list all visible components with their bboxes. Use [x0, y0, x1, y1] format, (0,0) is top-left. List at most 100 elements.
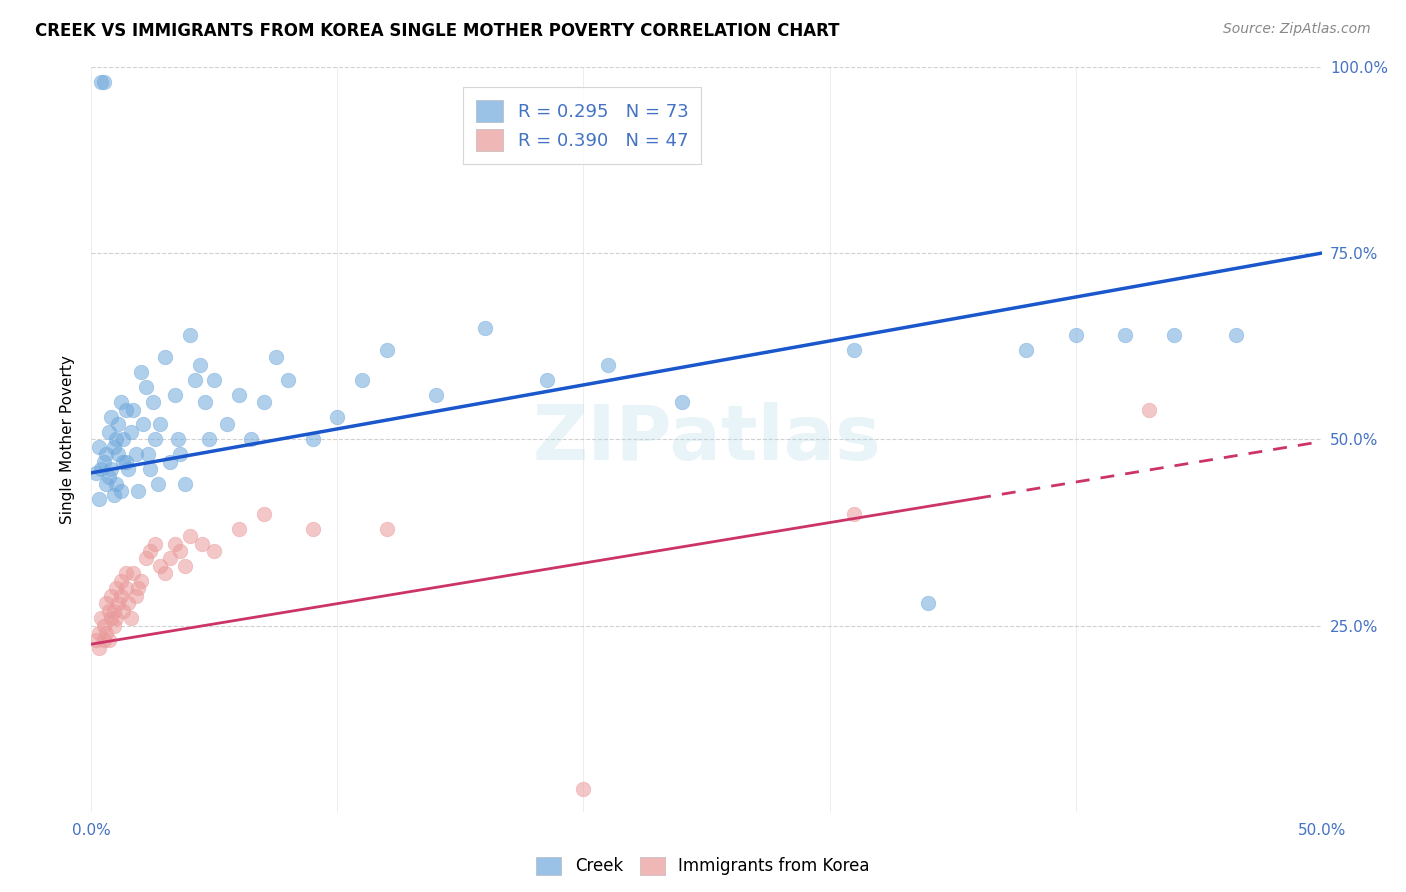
Point: [1225, 328, 1247, 343]
Point: [107, 417, 129, 432]
Point: [179, 328, 201, 343]
Point: [142, 395, 165, 409]
Point: [1139, 402, 1161, 417]
Point: [87, 491, 110, 506]
Point: [103, 618, 125, 632]
Legend: Creek, Immigrants from Korea: Creek, Immigrants from Korea: [530, 850, 876, 882]
Point: [120, 611, 142, 625]
Point: [536, 373, 558, 387]
Point: [198, 433, 221, 447]
Legend: R = 0.295   N = 73, R = 0.390   N = 47: R = 0.295 N = 73, R = 0.390 N = 47: [464, 87, 702, 163]
Point: [169, 544, 191, 558]
Point: [112, 433, 135, 447]
Point: [572, 782, 595, 797]
Point: [100, 611, 122, 625]
Point: [105, 611, 127, 625]
Point: [112, 455, 135, 469]
Point: [112, 604, 135, 618]
Point: [174, 477, 197, 491]
Point: [149, 558, 172, 573]
Point: [253, 507, 276, 521]
Point: [188, 358, 211, 372]
Point: [114, 566, 138, 581]
Point: [114, 402, 138, 417]
Point: [240, 433, 263, 447]
Point: [191, 536, 214, 550]
Point: [93, 455, 115, 469]
Point: [107, 596, 129, 610]
Point: [100, 462, 122, 476]
Point: [153, 566, 177, 581]
Point: [97, 469, 120, 483]
Point: [264, 351, 287, 365]
Point: [596, 358, 619, 372]
Point: [1114, 328, 1136, 343]
Point: [96, 447, 117, 461]
Point: [90, 611, 112, 625]
Point: [96, 477, 117, 491]
Point: [136, 447, 159, 461]
Point: [153, 351, 177, 365]
Point: [159, 455, 181, 469]
Point: [277, 373, 299, 387]
Point: [917, 596, 939, 610]
Point: [135, 551, 156, 566]
Point: [86, 633, 108, 648]
Point: [149, 417, 172, 432]
Point: [145, 433, 166, 447]
Point: [1163, 328, 1185, 343]
Point: [105, 582, 127, 596]
Point: [129, 365, 152, 379]
Point: [202, 373, 225, 387]
Point: [87, 626, 110, 640]
Point: [159, 551, 181, 566]
Point: [107, 447, 129, 461]
Point: [100, 409, 122, 424]
Point: [86, 466, 108, 480]
Point: [474, 320, 496, 334]
Point: [301, 522, 323, 536]
Point: [103, 604, 125, 618]
Point: [193, 395, 217, 409]
Point: [103, 488, 125, 502]
Point: [1064, 328, 1087, 343]
Point: [425, 387, 447, 401]
Point: [183, 373, 207, 387]
Point: [93, 633, 115, 648]
Point: [146, 477, 169, 491]
Point: [215, 417, 238, 432]
Point: [174, 558, 197, 573]
Point: [842, 343, 865, 357]
Point: [842, 507, 865, 521]
Point: [163, 536, 186, 550]
Point: [90, 75, 112, 89]
Point: [375, 343, 398, 357]
Point: [326, 409, 349, 424]
Point: [93, 75, 115, 89]
Point: [163, 387, 186, 401]
Point: [90, 462, 112, 476]
Point: [127, 582, 149, 596]
Point: [110, 484, 132, 499]
Point: [100, 589, 122, 603]
Point: [166, 433, 188, 447]
Point: [145, 536, 166, 550]
Point: [97, 425, 120, 439]
Point: [301, 433, 323, 447]
Point: [114, 582, 138, 596]
Point: [96, 626, 117, 640]
Point: [122, 402, 145, 417]
Point: [228, 387, 250, 401]
Point: [97, 633, 120, 648]
Point: [117, 596, 139, 610]
Point: [135, 380, 156, 394]
Point: [671, 395, 693, 409]
Point: [97, 604, 120, 618]
Point: [117, 462, 139, 476]
Point: [105, 433, 127, 447]
Point: [253, 395, 276, 409]
Point: [127, 484, 149, 499]
Point: [228, 522, 250, 536]
Point: [105, 477, 127, 491]
Point: [122, 566, 145, 581]
